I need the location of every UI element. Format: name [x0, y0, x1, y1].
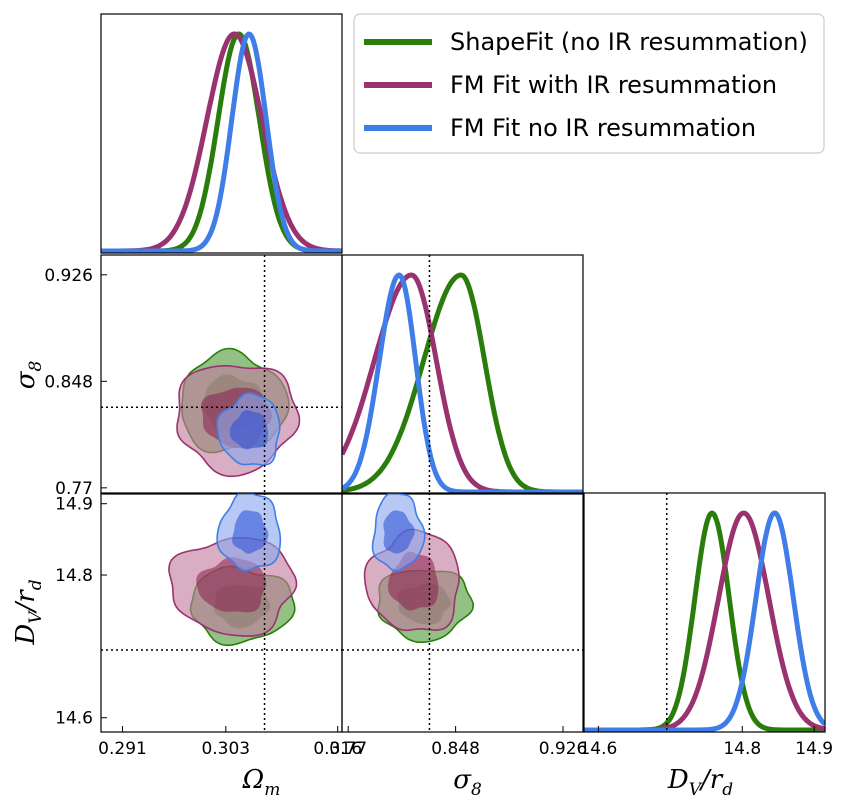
ytick-label-s8-1: 0.848 — [44, 372, 93, 392]
ytick-label-s8-2: 0.926 — [44, 266, 93, 286]
ytick-label-dv-1: 14.8 — [55, 566, 93, 586]
marginal-panel-om — [100, 13, 343, 254]
legend-label-2: FM Fit no IR resummation — [450, 114, 756, 142]
marginal-curve-dv-2 — [584, 510, 825, 732]
contour-inner-om_s8-2 — [229, 410, 268, 450]
legend-label-1: FM Fit with IR resummation — [450, 71, 777, 99]
contour-inner-s8_dv-2 — [383, 510, 415, 554]
ytick-label-dv-2: 14.9 — [55, 495, 93, 515]
xtick-label-om-2: 0.316 — [313, 739, 362, 759]
marginal-curve-s8-2 — [342, 272, 583, 494]
xtick-label-dv-1: 14.8 — [723, 739, 761, 759]
marginal-curve-om-1 — [101, 31, 342, 253]
legend: ShapeFit (no IR resummation) FM Fit with … — [353, 13, 825, 154]
legend-label-0: ShapeFit (no IR resummation) — [450, 28, 808, 56]
x-axis-label-s8: σ8 — [453, 765, 482, 800]
legend-box — [353, 13, 825, 154]
xtick-label-dv-0: 14.6 — [579, 739, 617, 759]
marginal-panel-s8 — [341, 254, 584, 495]
y-axis-label-s8: σ8 — [11, 361, 46, 390]
contour-panel-om_s8 — [100, 254, 343, 495]
marginal-frame-om — [100, 13, 343, 254]
contour-frame-om_s8 — [100, 254, 343, 495]
marginal-frame-dv — [583, 492, 826, 733]
contour-inner-om_dv-2 — [232, 510, 269, 554]
ytick-label-s8-0: 0.77 — [55, 479, 93, 499]
xtick-label-om-1: 0.303 — [201, 739, 250, 759]
marginal-curve-dv-0 — [584, 510, 825, 732]
marginal-curve-om-2 — [101, 31, 342, 253]
marginal-curve-om-0 — [101, 31, 342, 253]
x-axis-label-om: Ωm — [242, 765, 281, 800]
contour-panel-om_dv — [100, 492, 343, 733]
xtick-label-dv-2: 14.9 — [795, 739, 833, 759]
x-axis-label-dv: DV/rd — [667, 765, 733, 800]
ytick-label-dv-0: 14.6 — [55, 709, 93, 729]
xtick-label-s8-2: 0.926 — [539, 739, 588, 759]
y-axis-label-dv: DV/rd — [11, 579, 46, 645]
xtick-label-s8-1: 0.848 — [431, 739, 480, 759]
panels-layer — [100, 13, 826, 733]
contour-panel-s8_dv — [341, 492, 584, 733]
contour-inner-om_dv-1 — [196, 557, 267, 613]
marginal-panel-dv — [583, 492, 826, 733]
xtick-label-s8-0: 0.77 — [329, 739, 367, 759]
xtick-label-om-0: 0.291 — [98, 739, 147, 759]
contour-frame-s8_dv — [341, 492, 584, 733]
